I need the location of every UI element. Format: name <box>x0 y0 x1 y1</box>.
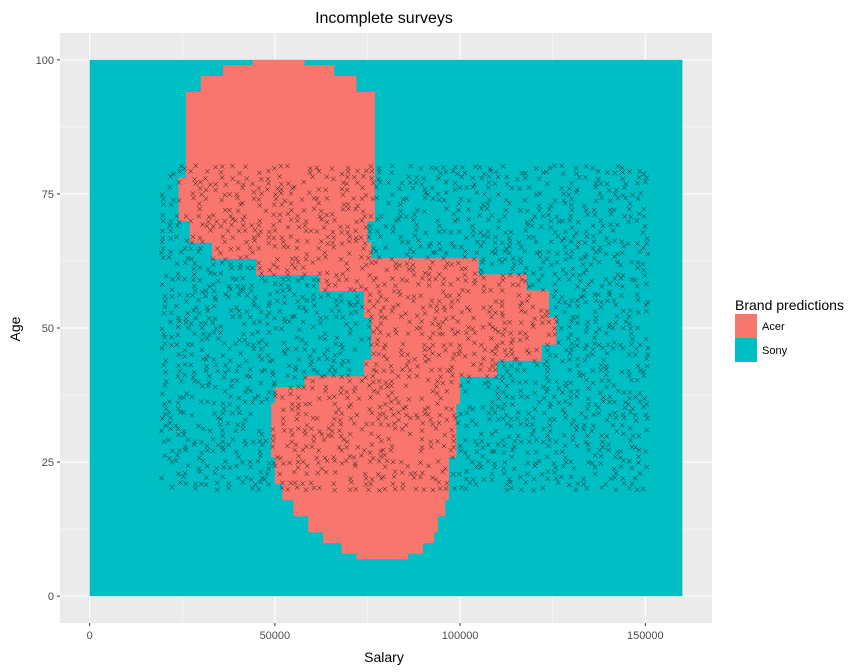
survey-points <box>158 163 651 493</box>
acer-cell <box>223 65 335 77</box>
y-tick-label: 75 <box>42 189 54 201</box>
legend-label-sony: Sony <box>762 345 788 357</box>
acer-cell <box>323 531 435 544</box>
y-tick-label: 100 <box>36 55 54 67</box>
legend-title: Brand predictions <box>735 297 844 313</box>
acer-cell <box>308 515 438 533</box>
x-axis-title: Salary <box>364 649 404 665</box>
acer-cell <box>274 456 449 485</box>
acer-cell <box>211 242 372 259</box>
x-tick-label: 100000 <box>442 630 479 642</box>
y-tick-label: 25 <box>42 457 54 469</box>
acer-cell <box>293 499 446 517</box>
legend-key-sony <box>735 338 757 362</box>
y-tick-label: 50 <box>42 323 54 335</box>
x-axis: 0 50000 100000 150000 <box>87 623 664 642</box>
legend: Brand predictions Acer Sony <box>735 297 844 362</box>
acer-cell <box>341 542 424 554</box>
acer-cell <box>282 483 449 501</box>
chart-title: Incomplete surveys <box>315 10 453 27</box>
acer-cell <box>371 317 557 345</box>
acer-cell <box>271 403 457 458</box>
acer-cell <box>304 376 461 388</box>
acer-cell <box>319 274 527 292</box>
acer-cell <box>274 387 461 404</box>
y-tick-label: 0 <box>48 591 54 603</box>
legend-label-acer: Acer <box>762 321 785 333</box>
y-axis: 0 25 50 75 100 <box>36 55 60 603</box>
acer-cell <box>363 290 549 318</box>
x-tick-label: 50000 <box>260 630 291 642</box>
acer-cell <box>356 553 409 560</box>
x-tick-label: 0 <box>87 630 93 642</box>
acer-cell <box>252 59 305 66</box>
acer-cell <box>256 258 479 275</box>
acer-cell <box>200 75 357 93</box>
legend-key-acer <box>735 314 757 338</box>
plot-panel <box>60 33 712 623</box>
y-axis-title: Age <box>7 316 23 341</box>
acer-cell <box>363 360 498 377</box>
x-tick-label: 150000 <box>627 630 664 642</box>
acer-cell <box>185 92 375 179</box>
